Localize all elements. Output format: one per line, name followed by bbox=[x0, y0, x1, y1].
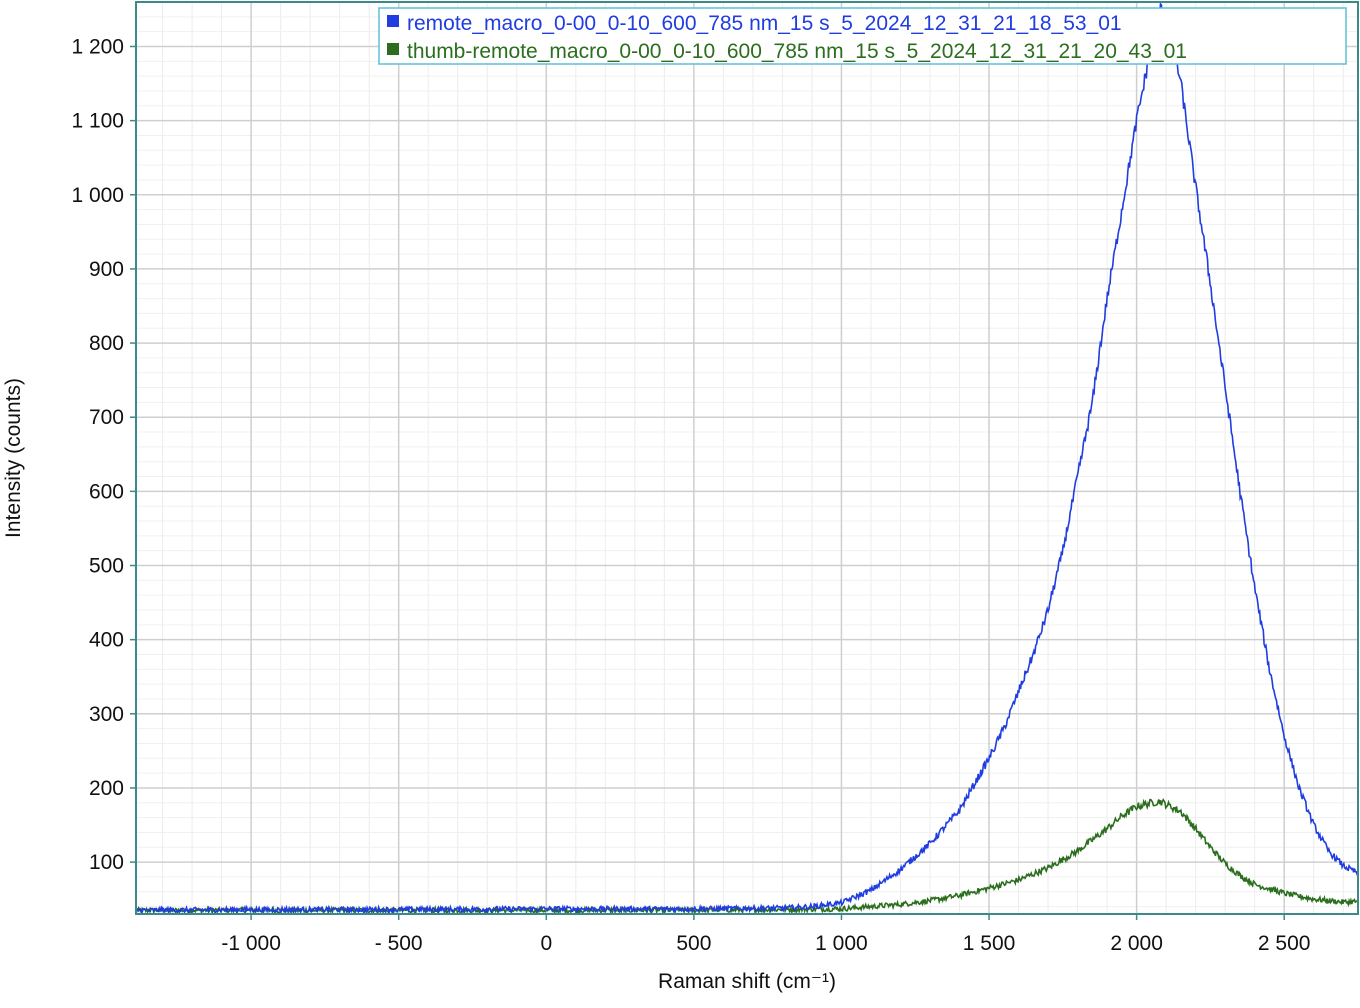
y-tick-label: 400 bbox=[89, 629, 124, 652]
legend-box bbox=[378, 7, 1347, 65]
series-lines bbox=[136, 2, 1358, 914]
plot-frame bbox=[135, 1, 1359, 915]
y-tick-label: 300 bbox=[89, 703, 124, 726]
y-tick-label: 700 bbox=[89, 406, 124, 429]
y-axis-title: Intensity (counts) bbox=[2, 378, 25, 538]
axis-ticks: -1 000 - 500 0 500 1 000 1 500 2 000 2 500 100 20… bbox=[71, 35, 1310, 955]
x-tick-label: - 500 bbox=[375, 932, 423, 955]
legend-swatch-thumb-remote bbox=[387, 43, 399, 55]
y-tick-label: 1 200 bbox=[71, 35, 124, 58]
grid bbox=[136, 1, 1358, 914]
legend-label-thumb-remote: thumb-remote_macro_0-00_0-10_600_785 nm_… bbox=[407, 40, 1187, 63]
y-tick-label: 1 000 bbox=[71, 184, 124, 207]
legend[interactable]: remote_macro_0-00_0-10_600_785 nm_15 s_5… bbox=[378, 7, 1347, 65]
y-tick-label: 900 bbox=[89, 258, 124, 281]
y-tick-label: 200 bbox=[89, 777, 124, 800]
x-tick-label: 2 500 bbox=[1258, 932, 1311, 955]
y-tick-label: 500 bbox=[89, 555, 124, 578]
legend-label-remote: remote_macro_0-00_0-10_600_785 nm_15 s_5… bbox=[407, 12, 1122, 35]
legend-swatch-remote bbox=[387, 15, 399, 27]
y-tick-label: 1 100 bbox=[71, 110, 124, 133]
x-axis-title: Raman shift (cm⁻¹) bbox=[658, 970, 836, 993]
x-tick-label: 0 bbox=[540, 932, 552, 955]
series-line-thumb-remote bbox=[136, 798, 1358, 914]
x-tick-label: 1 500 bbox=[963, 932, 1016, 955]
y-tick-label: 800 bbox=[89, 332, 124, 355]
y-tick-label: 100 bbox=[89, 851, 124, 874]
series-line-remote bbox=[136, 2, 1358, 914]
x-tick-label: 500 bbox=[676, 932, 711, 955]
y-tick-label: 600 bbox=[89, 480, 124, 503]
x-tick-label: 1 000 bbox=[815, 932, 868, 955]
x-tick-label: -1 000 bbox=[221, 932, 281, 955]
x-tick-label: 2 000 bbox=[1110, 932, 1163, 955]
